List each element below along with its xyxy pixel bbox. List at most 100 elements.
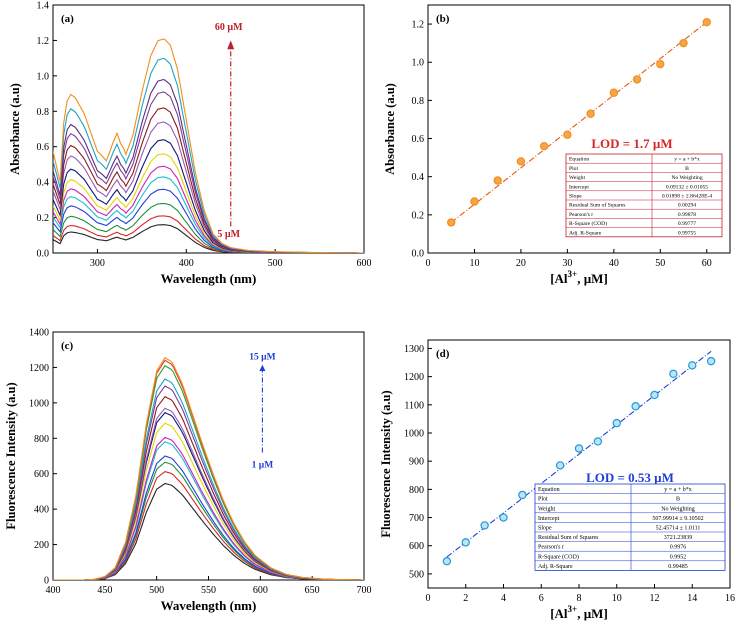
y-tick-label: 0.6: [412, 134, 425, 145]
y-tick-label: 500: [409, 569, 424, 580]
y-tick-label: 1000: [29, 398, 49, 409]
y-tick-label: 1.0: [412, 58, 425, 69]
table-key: Slope: [569, 194, 582, 200]
data-point: [447, 218, 456, 227]
table-value: 3721.23839: [664, 535, 693, 541]
y-tick-label: 0: [44, 576, 49, 587]
y-tick-label: 900: [409, 457, 424, 468]
table-value: 0.99755: [678, 230, 696, 236]
data-point: [480, 521, 489, 530]
table-key: Residual Sum of Squares: [538, 534, 599, 541]
y-tick-label: 1.2: [37, 36, 50, 47]
x-tick-label: 0: [426, 593, 431, 604]
data-point: [702, 17, 711, 27]
series-line: [53, 407, 364, 580]
y-tick-label: 600: [34, 469, 49, 480]
data-point: [518, 490, 527, 500]
x-tick-label: 600: [357, 258, 372, 269]
series-line: [53, 436, 364, 580]
x-tick-label: 20: [516, 258, 526, 269]
y-tick-label: 0.8: [37, 107, 50, 118]
data-point: [493, 176, 502, 185]
panel-label: (c): [61, 340, 74, 352]
panel-c: 400 450 500 550 600 650 700 0 200 400 600 800 1000 12…: [4, 328, 372, 614]
table-key: Pearson's r: [569, 212, 593, 218]
data-point: [632, 75, 642, 84]
data-point: [650, 390, 659, 400]
x-tick-label: 6: [539, 593, 544, 604]
x-tick-label: 600: [253, 585, 268, 596]
panel-label: (b): [436, 13, 450, 25]
table-value: B: [676, 497, 680, 503]
table-key: Weight: [538, 506, 556, 512]
fit-stats-table: Equation y = a + b*x Plot B Weight No Weighti…: [534, 483, 726, 571]
lod-label: LOD = 0.53 µM: [586, 470, 674, 485]
y-tick-label: 0.8: [412, 96, 425, 107]
y-tick-label: 1.0: [37, 71, 50, 82]
y-tick-label: 1100: [404, 400, 424, 411]
x-axis-title: [Al3+, µM]: [550, 604, 608, 621]
data-point: [679, 38, 688, 48]
x-axis-title: [Al3+, µM]: [550, 269, 608, 286]
x-tick-label: 550: [201, 585, 216, 596]
y-axis-title: Fluorescence Intensity (a.u): [4, 382, 18, 529]
table-key: Equation: [569, 157, 589, 163]
x-axis-title: Wavelength (nm): [161, 598, 257, 613]
y-tick-label: 1.2: [412, 20, 425, 31]
x-tick-label: 12: [650, 593, 660, 604]
annotation-bottom: 1 µM: [252, 461, 274, 471]
fit-line: [450, 21, 708, 223]
series-line: [53, 107, 364, 253]
panel-b: 0 10 20 30 40 50 60 0.0 0.2 0.4 0.6 0.8 1.0 1.2 [Al3+,…: [383, 4, 731, 286]
table-key: Slope: [538, 526, 552, 532]
panel-d: 0 2 4 6 8 10 12 14 16 500 600 700 800 900 1000 1100 1200…: [379, 339, 735, 621]
panel-a: 300 400 500 600 0.0 0.2 0.4 0.6 0.8 1.0 1.2 1.4 Wave…: [8, 1, 372, 287]
data-point: [593, 437, 603, 446]
y-tick-label: 600: [409, 541, 424, 552]
annotation-top: 15 µM: [249, 352, 275, 362]
x-tick-label: 8: [577, 593, 582, 604]
series-line: [53, 422, 364, 580]
y-tick-label: 800: [34, 434, 49, 445]
x-tick-label: 0: [426, 258, 431, 269]
x-tick-label: 10: [612, 593, 622, 604]
data-point: [688, 361, 697, 370]
panel-label: (a): [61, 13, 74, 25]
table-key: Intercept: [569, 184, 589, 190]
table-value: 0.99878: [678, 212, 696, 218]
fit-line: [446, 350, 712, 558]
table-key: Adj. R-Square: [538, 564, 573, 570]
y-tick-label: 400: [34, 505, 49, 516]
table-key: R-Square (COD): [569, 220, 607, 227]
y-tick-label: 700: [409, 513, 424, 524]
annotation-bottom: 5 µM: [217, 229, 240, 240]
table-value: No Weighting: [671, 175, 703, 181]
y-axis-title: Absorbance (a.u): [383, 83, 397, 175]
table-value: 507.99914 ± 9.10502: [652, 516, 703, 522]
series-line: [53, 356, 364, 580]
y-tick-label: 1200: [404, 372, 424, 383]
data-point: [470, 197, 479, 206]
table-key: Adj. R-Square: [569, 230, 602, 236]
fit-stats-table: Equation y = a + b*x Plot B Weight No Weighti…: [565, 153, 723, 238]
data-point: [612, 418, 621, 428]
y-tick-label: 0.4: [37, 178, 50, 189]
x-tick-label: 700: [357, 585, 372, 596]
table-value: B: [685, 166, 689, 172]
series-line: [53, 79, 364, 253]
series-line: [53, 359, 364, 580]
series-line: [53, 121, 364, 253]
y-tick-label: 0.2: [37, 213, 50, 224]
y-tick-label: 0.0: [412, 249, 425, 260]
y-tick-label: 1000: [404, 429, 424, 440]
y-tick-label: 800: [409, 485, 424, 496]
annotation-top: 60 µM: [215, 22, 243, 33]
data-point: [516, 157, 526, 166]
x-tick-label: 400: [179, 258, 194, 269]
data-point: [669, 369, 678, 379]
data-point: [656, 59, 665, 69]
x-tick-label: 650: [305, 585, 320, 596]
table-key: Residual Sum of Squares: [569, 202, 625, 209]
table-key: Intercept: [538, 516, 560, 522]
